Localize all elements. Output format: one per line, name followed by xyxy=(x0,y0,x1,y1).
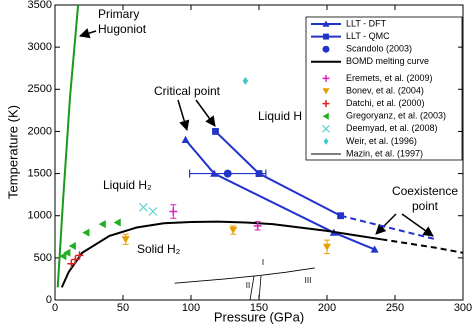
marker xyxy=(212,128,219,135)
marker xyxy=(370,245,379,253)
legend-swatch xyxy=(322,74,330,82)
annotation: Coexistence xyxy=(392,184,458,198)
marker xyxy=(68,242,76,251)
series-line xyxy=(381,238,464,254)
marker xyxy=(63,248,71,257)
legend-swatch xyxy=(322,45,330,53)
legend-label: Weir, et al. (1996) xyxy=(346,136,417,146)
marker xyxy=(121,236,130,244)
annotation: II xyxy=(246,281,250,290)
legend-label: LLT - QMC xyxy=(346,31,390,41)
annotation: point xyxy=(412,199,439,213)
legend-label: LLT - DFT xyxy=(346,18,387,28)
arrows xyxy=(78,28,434,237)
legend-label: Mazin, et al. (1997) xyxy=(346,148,423,158)
series-line xyxy=(174,267,315,284)
x-tick-label: 100 xyxy=(182,302,200,314)
legend-swatch xyxy=(322,88,330,95)
legend-label: Gregoryanz, et al. (2003) xyxy=(346,111,446,121)
y-tick-label: 0 xyxy=(46,294,52,306)
legend-swatch xyxy=(322,20,330,27)
marker xyxy=(67,259,76,268)
y-tick-label: 500 xyxy=(34,252,52,264)
marker xyxy=(98,220,106,229)
y-tick-label: 1500 xyxy=(28,167,52,179)
marker xyxy=(229,226,238,235)
x-tick-label: 300 xyxy=(454,302,472,314)
marker xyxy=(337,212,344,220)
marker xyxy=(75,251,84,260)
marker xyxy=(148,207,158,216)
y-tick-label: 2000 xyxy=(28,125,52,137)
legend-swatch xyxy=(322,100,330,108)
annotation: Critical point xyxy=(154,84,221,98)
x-tick-label: 200 xyxy=(318,302,336,314)
series-line xyxy=(60,220,382,288)
legend-label: Bonev, et al. (2004) xyxy=(346,85,424,95)
legend-swatch xyxy=(323,33,329,40)
legend-label: Deemyad, et al. (2008) xyxy=(346,123,438,133)
y-tick-label: 3000 xyxy=(28,41,52,53)
marker xyxy=(113,218,121,227)
annotation: Hugoniot xyxy=(98,22,147,36)
x-tick-label: 150 xyxy=(250,302,268,314)
marker xyxy=(169,207,178,216)
y-tick-label: 1000 xyxy=(28,210,52,222)
legend-swatch xyxy=(322,124,330,133)
marker xyxy=(71,255,80,264)
legend-label: Datchi, et al. (2000) xyxy=(346,98,425,108)
series-line xyxy=(184,139,375,251)
marker xyxy=(181,135,190,144)
marker xyxy=(59,252,67,261)
x-axis-label: Pressure (GPa) xyxy=(214,309,304,324)
marker xyxy=(138,202,148,212)
annotation: Liquid H xyxy=(258,109,302,123)
series-line xyxy=(56,4,80,288)
legend-swatch xyxy=(322,112,329,120)
marker xyxy=(223,169,232,178)
annotation: Primary xyxy=(98,7,139,21)
legend-swatch xyxy=(323,137,329,145)
marker xyxy=(82,228,90,237)
annotation: III xyxy=(305,276,312,285)
legend-box xyxy=(305,16,463,161)
annotation: Liquid H₂ xyxy=(103,178,152,192)
marker xyxy=(323,243,331,251)
marker xyxy=(242,76,249,85)
y-tick-label: 2500 xyxy=(28,83,52,95)
x-tick-label: 50 xyxy=(117,302,129,314)
x-tick-label: 0 xyxy=(52,302,58,314)
series-line xyxy=(340,214,437,241)
x-tick-label: 250 xyxy=(386,302,404,314)
annotation: Solid H₂ xyxy=(137,242,181,256)
marker xyxy=(253,221,262,230)
y-axis-label: Temperature (K) xyxy=(5,105,20,199)
legend-label: Eremets, et al. (2009) xyxy=(346,73,433,83)
legend-label: BOMD melting curve xyxy=(346,56,429,66)
legend-label: Scandolo (2003) xyxy=(346,44,412,54)
annotation: I xyxy=(262,258,264,267)
y-tick-label: 3500 xyxy=(28,0,52,11)
